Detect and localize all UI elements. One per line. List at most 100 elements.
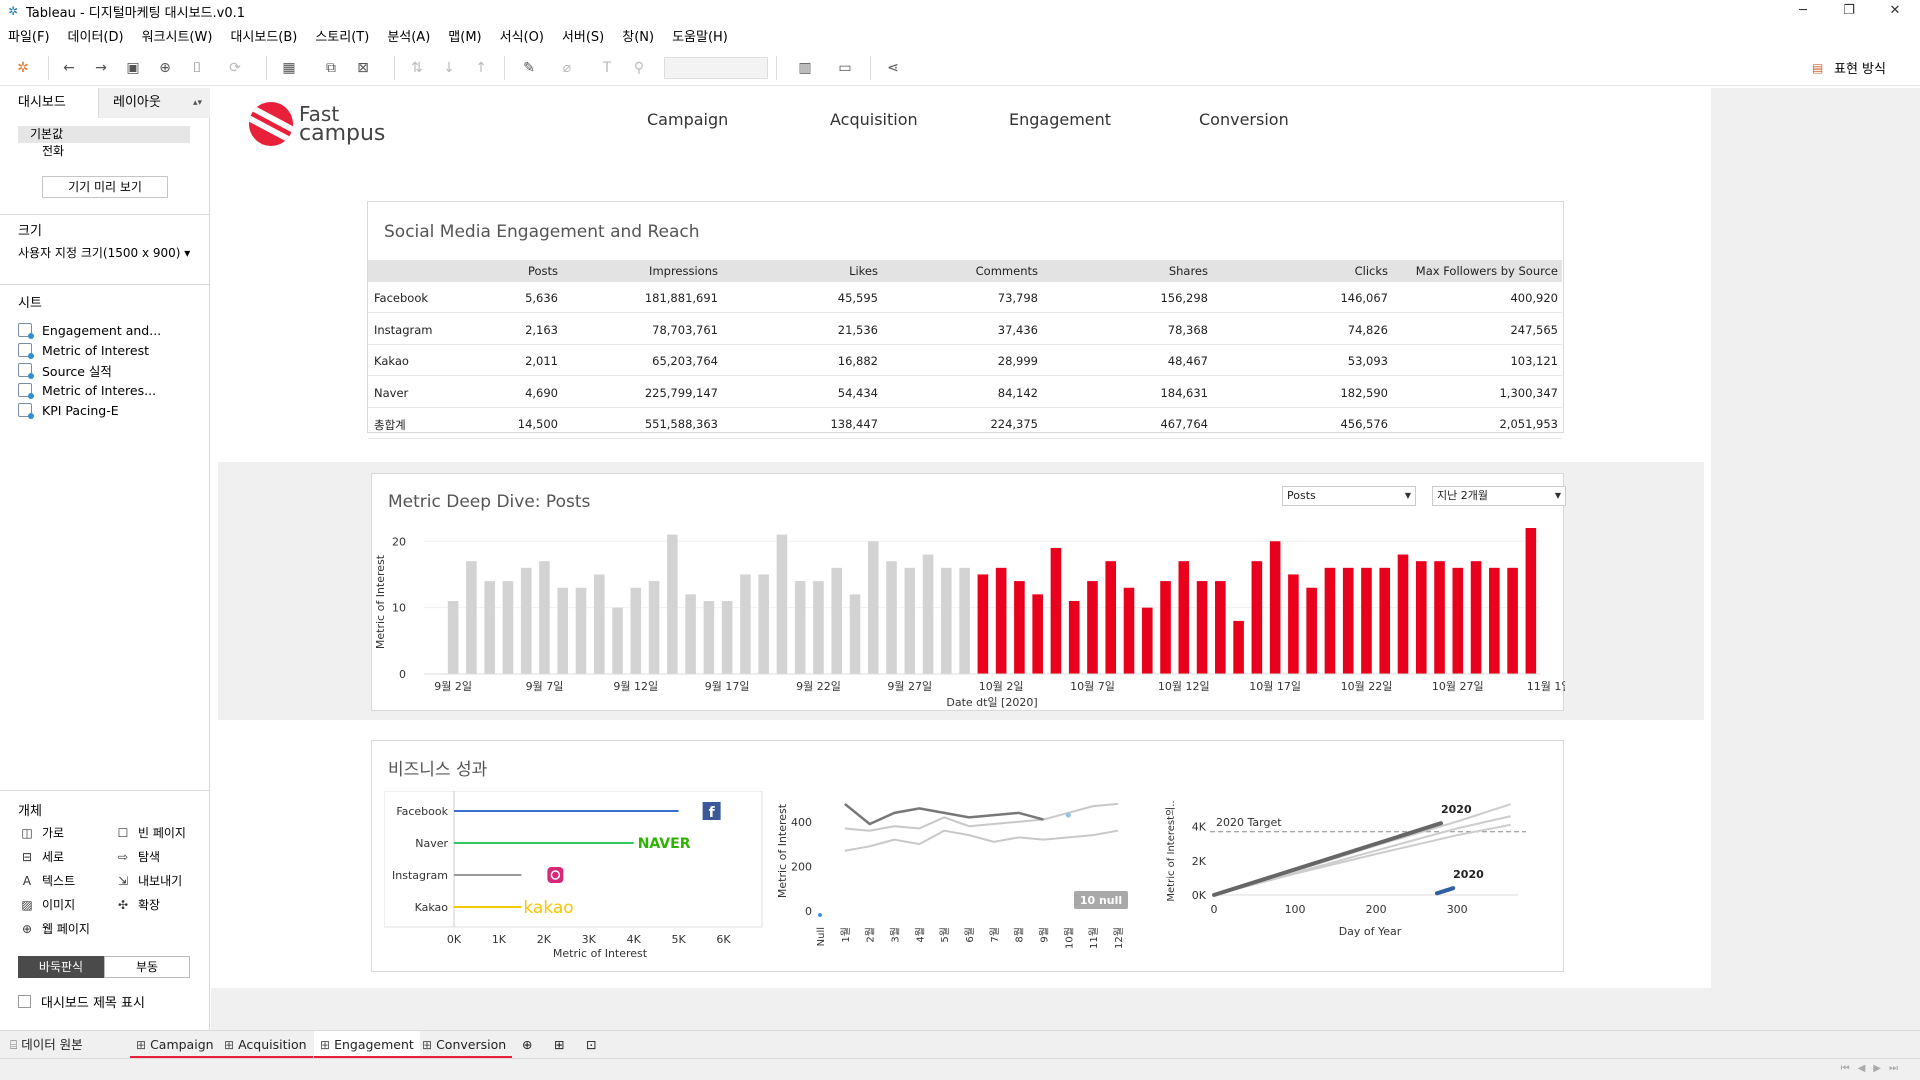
object-vertical[interactable]: ⊟ 세로 <box>18 848 64 865</box>
new-story-icon[interactable]: ⊡ <box>586 1037 597 1052</box>
tab-engagement[interactable]: ⊞ Engagement <box>314 1031 420 1059</box>
menu-analysis[interactable]: 분석(A) <box>387 29 431 45</box>
tab-campaign[interactable]: ⊞ Campaign <box>130 1031 220 1059</box>
sheets-list: Engagement and... Metric of Interest Sou… <box>18 320 161 420</box>
fastcampus-mark-icon <box>249 102 293 146</box>
nav-campaign[interactable]: Campaign <box>647 110 729 129</box>
nav-acquisition[interactable]: Acquisition <box>830 110 918 129</box>
sheet-item[interactable]: Metric of Interest <box>18 340 161 360</box>
menu-format[interactable]: 서식(O) <box>499 29 544 45</box>
menu-server[interactable]: 서버(S) <box>561 29 605 45</box>
menu-file[interactable]: 파일(F) <box>8 29 50 45</box>
close-button[interactable]: ✕ <box>1889 3 1901 18</box>
period-dropdown[interactable]: 지난 2개월 ▼ <box>1432 486 1566 506</box>
bar-previous <box>557 587 569 674</box>
device-preview-button[interactable]: 기기 미리 보기 <box>42 176 168 198</box>
menu-help[interactable]: 도움말(H) <box>672 29 728 45</box>
start-page-icon[interactable]: ✲ <box>17 60 29 76</box>
object-text[interactable]: A 텍스트 <box>18 872 75 889</box>
group-icon[interactable]: ⌀ <box>562 60 572 76</box>
minimize-button[interactable]: ─ <box>1799 3 1807 18</box>
new-worksheet-icon[interactable]: ▦ <box>282 60 296 76</box>
null-badge <box>1074 891 1128 909</box>
pacing-series-line <box>1434 886 1456 896</box>
bar-current <box>1105 561 1117 674</box>
metric-dropdown[interactable]: Posts ▼ <box>1282 486 1416 506</box>
table-cell: 73,798 <box>997 291 1038 305</box>
show-me-button[interactable]: ▤ 표현 방식 <box>1812 58 1886 78</box>
bar-previous <box>466 561 477 674</box>
bar-current <box>1141 607 1153 674</box>
floating-button[interactable]: 부동 <box>104 956 190 978</box>
sort-ascending-icon[interactable]: ↓ <box>443 60 455 76</box>
fastcampus-logo: Fast campus <box>249 102 385 146</box>
redo-icon[interactable]: → <box>95 60 107 76</box>
tab-conversion[interactable]: ⊞ Conversion <box>416 1031 513 1059</box>
datasource-label: 데이터 원본 <box>21 1037 83 1052</box>
tab-acquisition[interactable]: ⊞ Acquisition <box>218 1031 313 1059</box>
save-icon[interactable]: ▣ <box>126 60 140 76</box>
source-bar-chart: Facebook f Naver NAVER Instagram Kakao kakao 0K… <box>384 791 763 959</box>
refresh-icon[interactable]: ⟳ <box>229 60 241 76</box>
text-icon: A <box>22 873 32 888</box>
swap-axes-icon[interactable]: ⇅ <box>411 60 423 76</box>
menu-dashboard[interactable]: 대시보드(B) <box>230 29 298 45</box>
horizontal-icon: ◫ <box>21 825 33 840</box>
datasource-tab[interactable]: ⌸ 데이터 원본 <box>4 1031 89 1059</box>
menu-worksheet[interactable]: 워크시트(W) <box>141 29 213 45</box>
labels-icon[interactable]: T <box>602 60 612 76</box>
table-title: Social Media Engagement and Reach <box>384 222 700 242</box>
share-icon[interactable]: ⋖ <box>887 60 899 76</box>
x-tick-label: 300 <box>1447 903 1468 916</box>
sort-descending-icon[interactable]: ↑ <box>475 60 487 76</box>
x-tick-label: 10월 2일 <box>979 679 1024 693</box>
device-phone[interactable]: 전화 <box>42 144 65 158</box>
device-default[interactable]: 기본값 <box>18 126 190 143</box>
menu-window[interactable]: 창(N) <box>622 29 655 45</box>
table-cell: 224,375 <box>990 417 1038 431</box>
clear-sheet-icon[interactable]: ⊠ <box>357 60 369 76</box>
duplicate-sheet-icon[interactable]: ⧉ <box>326 60 336 76</box>
worksheet-icon <box>18 403 34 419</box>
bar-current <box>1215 581 1226 674</box>
table-cell: 53,093 <box>1347 354 1388 368</box>
new-worksheet-icon[interactable]: ⊕ <box>522 1037 533 1052</box>
tableau-logo-icon: ✲ <box>7 4 19 18</box>
fit-select[interactable] <box>664 57 768 79</box>
nav-conversion[interactable]: Conversion <box>1199 110 1289 129</box>
x-tick-label: 10월 17일 <box>1249 679 1301 693</box>
presentation-mode-icon[interactable]: ▭ <box>838 60 852 76</box>
bar-previous <box>685 594 696 674</box>
new-dashboard-icon[interactable]: ⊞ <box>554 1037 565 1052</box>
object-extension[interactable]: ✣ 확장 <box>114 896 160 913</box>
object-export[interactable]: ⇲ 내보내기 <box>114 872 182 889</box>
tab-dashboard[interactable]: 대시보드 <box>0 88 98 118</box>
pin-icon[interactable]: ⚲ <box>633 60 645 76</box>
nav-engagement[interactable]: Engagement <box>1009 110 1112 129</box>
highlight-icon[interactable]: ✎ <box>523 60 535 76</box>
menu-map[interactable]: 맵(M) <box>448 29 482 45</box>
menu-data[interactable]: 데이터(D) <box>67 29 124 45</box>
object-image[interactable]: ▨ 이미지 <box>18 896 75 913</box>
object-webpage[interactable]: ⊕ 웹 페이지 <box>18 920 90 937</box>
bar-previous <box>447 601 459 674</box>
sheet-item[interactable]: Engagement and... <box>18 320 161 340</box>
sheet-item[interactable]: KPI Pacing-E <box>18 400 161 420</box>
sheet-item[interactable]: Metric of Interes... <box>18 380 161 400</box>
object-horizontal[interactable]: ◫ 가로 <box>18 824 64 841</box>
restore-button[interactable]: ❐ <box>1843 3 1855 18</box>
fit-icon[interactable]: ▥ <box>798 60 812 76</box>
object-blank[interactable]: ☐ 빈 페이지 <box>114 824 186 841</box>
new-datasource-icon[interactable]: ⊕ <box>159 60 171 76</box>
undo-icon[interactable]: ← <box>63 60 75 76</box>
sheet-item[interactable]: Source 실적 <box>18 360 161 380</box>
menu-story[interactable]: 스토리(T) <box>315 29 370 45</box>
sheet-navigation-icon[interactable]: ⏮◀▶⏭ <box>1840 1063 1906 1074</box>
size-dropdown[interactable]: 사용자 지정 크기(1500 x 900) ▾ <box>18 246 191 260</box>
tiled-button[interactable]: 바둑판식 <box>18 956 104 978</box>
pause-updates-icon[interactable]: ⌷ <box>192 60 202 76</box>
object-label: 가로 <box>42 826 65 840</box>
tab-layout[interactable]: 레이아웃 ▴▾ <box>98 88 210 118</box>
object-navigation[interactable]: ⇨ 탐색 <box>114 848 160 865</box>
show-title-checkbox[interactable]: 대시보드 제목 표시 <box>18 992 145 1011</box>
